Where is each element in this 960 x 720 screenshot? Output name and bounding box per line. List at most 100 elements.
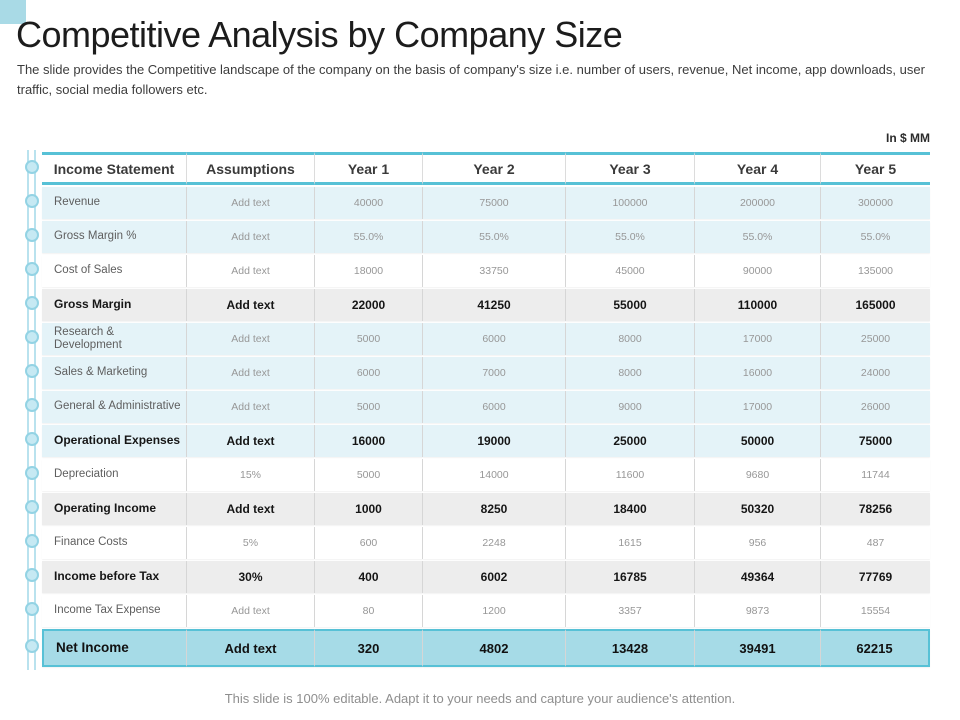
row-label: Operational Expenses xyxy=(42,425,187,457)
row-marker-slot xyxy=(24,218,39,252)
cell-value: 16000 xyxy=(695,357,821,389)
row-marker-rail xyxy=(24,150,39,670)
column-header: Year 3 xyxy=(566,152,695,185)
cell-value: 165000 xyxy=(821,289,930,321)
cell-value: 300000 xyxy=(821,187,930,219)
cell-value: 50320 xyxy=(695,493,821,525)
cell-value: 9873 xyxy=(695,595,821,627)
cell-value: 75000 xyxy=(423,187,566,219)
cell-value: 80 xyxy=(315,595,423,627)
cell-value: 17000 xyxy=(695,391,821,423)
column-header: Year 2 xyxy=(423,152,566,185)
cell-value: 49364 xyxy=(695,561,821,593)
cell-value: Add text xyxy=(187,289,315,321)
cell-value: 9000 xyxy=(566,391,695,423)
cell-value: Add text xyxy=(187,187,315,219)
row-marker-icon xyxy=(24,160,39,174)
row-marker-icon xyxy=(24,568,39,582)
cell-value: 55.0% xyxy=(566,221,695,253)
cell-value: 400 xyxy=(315,561,423,593)
cell-value: 41250 xyxy=(423,289,566,321)
cell-value: 22000 xyxy=(315,289,423,321)
cell-value: 6002 xyxy=(423,561,566,593)
cell-value: 100000 xyxy=(566,187,695,219)
cell-value: Add text xyxy=(187,221,315,253)
row-marker-slot xyxy=(24,252,39,286)
cell-value: 15554 xyxy=(821,595,930,627)
cell-value: Add text xyxy=(187,357,315,389)
cell-value: 5000 xyxy=(315,391,423,423)
column-header: Year 4 xyxy=(695,152,821,185)
row-marker-icon xyxy=(24,466,39,480)
row-label: Gross Margin % xyxy=(42,221,187,253)
cell-value: Add text xyxy=(187,323,315,355)
cell-value: 8000 xyxy=(566,357,695,389)
table-row: Operational Expenses Add text 16000 19000 25… xyxy=(42,425,930,457)
cell-value: 90000 xyxy=(695,255,821,287)
cell-value: 18400 xyxy=(566,493,695,525)
cell-value: 6000 xyxy=(315,357,423,389)
cell-value: 1000 xyxy=(315,493,423,525)
cell-value: 16000 xyxy=(315,425,423,457)
cell-value: 11600 xyxy=(566,459,695,491)
row-marker-icon xyxy=(24,364,39,378)
row-label: Income Tax Expense xyxy=(42,595,187,627)
cell-value: 600 xyxy=(315,527,423,559)
row-marker-icon xyxy=(24,296,39,310)
cell-value: 320 xyxy=(315,629,423,667)
cell-value: 25000 xyxy=(821,323,930,355)
cell-value: 55.0% xyxy=(423,221,566,253)
row-marker-icon xyxy=(24,398,39,412)
slide-subtitle: The slide provides the Competitive lands… xyxy=(17,62,925,97)
row-label: Net Income xyxy=(42,629,187,667)
cell-value: 55000 xyxy=(566,289,695,321)
row-marker-slot xyxy=(24,592,39,626)
row-marker-slot xyxy=(24,558,39,592)
cell-value: Add text xyxy=(187,595,315,627)
cell-value: 135000 xyxy=(821,255,930,287)
cell-value: 33750 xyxy=(423,255,566,287)
row-marker-icon xyxy=(24,602,39,616)
cell-value: 5000 xyxy=(315,459,423,491)
cell-value: 26000 xyxy=(821,391,930,423)
cell-value: 16785 xyxy=(566,561,695,593)
cell-value: 200000 xyxy=(695,187,821,219)
cell-value: 45000 xyxy=(566,255,695,287)
row-marker-slot xyxy=(24,524,39,558)
row-marker-slot xyxy=(24,150,39,184)
cell-value: 6000 xyxy=(423,391,566,423)
row-marker-icon xyxy=(24,534,39,548)
table-row: Research & Development Add text 5000 6000 80… xyxy=(42,323,930,355)
cell-value: 75000 xyxy=(821,425,930,457)
row-marker-slot xyxy=(24,286,39,320)
cell-value: Add text xyxy=(187,629,315,667)
table-body: Revenue Add text 40000 75000 100000 200000 300… xyxy=(42,187,930,667)
cell-value: 39491 xyxy=(695,629,821,667)
cell-value: Add text xyxy=(187,391,315,423)
row-label: Sales & Marketing xyxy=(42,357,187,389)
row-marker-slot xyxy=(24,626,39,666)
cell-value: 6000 xyxy=(423,323,566,355)
cell-value: 8000 xyxy=(566,323,695,355)
row-marker-icon xyxy=(24,639,39,653)
cell-value: Add text xyxy=(187,493,315,525)
table-row: Depreciation 15% 5000 14000 11600 9680 11744 xyxy=(42,459,930,491)
table-row: Revenue Add text 40000 75000 100000 200000 300… xyxy=(42,187,930,219)
row-label: Depreciation xyxy=(42,459,187,491)
row-marker-slot xyxy=(24,184,39,218)
row-marker-slot xyxy=(24,388,39,422)
cell-value: 30% xyxy=(187,561,315,593)
corner-accent xyxy=(0,0,26,24)
cell-value: 1200 xyxy=(423,595,566,627)
table-row: Operating Income Add text 1000 8250 18400 503… xyxy=(42,493,930,525)
row-marker-slot xyxy=(24,422,39,456)
row-label: Income before Tax xyxy=(42,561,187,593)
cell-value: 5% xyxy=(187,527,315,559)
table-row: Income Tax Expense Add text 80 1200 3357 9873… xyxy=(42,595,930,627)
unit-label: In $ MM xyxy=(886,131,930,145)
cell-value: 2248 xyxy=(423,527,566,559)
cell-value: 55.0% xyxy=(695,221,821,253)
cell-value: 40000 xyxy=(315,187,423,219)
